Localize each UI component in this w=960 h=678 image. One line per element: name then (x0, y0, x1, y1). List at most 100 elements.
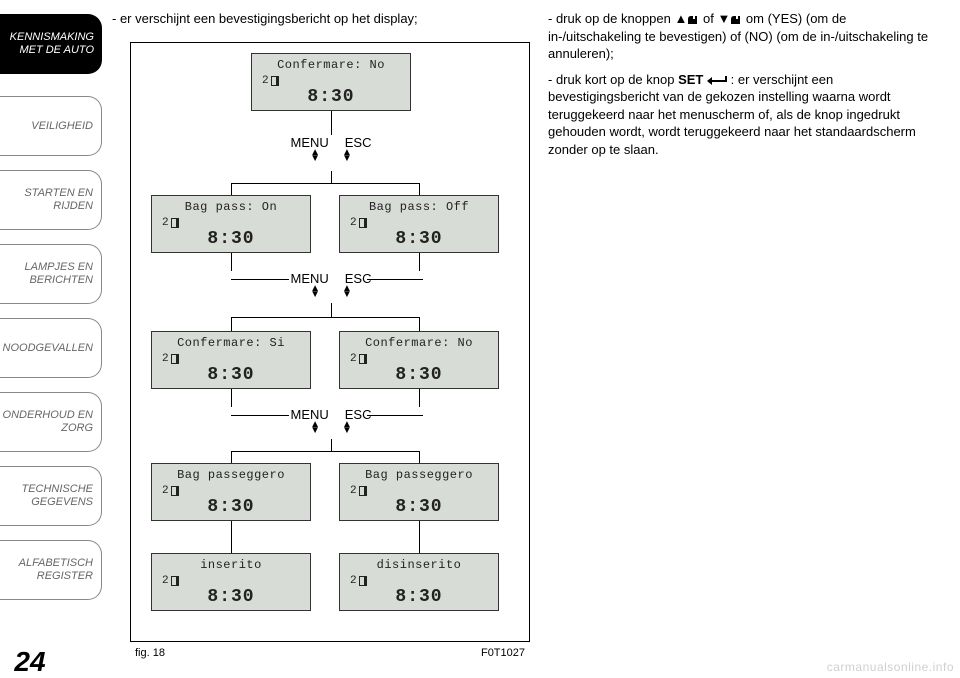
connector-line (419, 253, 420, 271)
sidebar-tab-6[interactable]: TECHNISCHE GEGEVENS (0, 466, 102, 526)
arrow-pair-icon: ▲▼ (310, 286, 320, 297)
menu-esc-arrows: ▲▼ ▲▼ (231, 150, 431, 161)
lcd-row4_right: Bag passeggero 2 8:30 (339, 463, 499, 521)
diagram: Confermare: No2 8:30Bag pass: On2 8:30Ba… (131, 43, 529, 641)
door-icon (171, 576, 179, 586)
arrow-pair-icon: ▲▼ (342, 150, 352, 161)
connector-line (419, 317, 420, 331)
lcd-line2: 2 (162, 217, 179, 229)
lcd-time: 8:30 (152, 497, 310, 517)
connector-line (419, 183, 420, 195)
figure-code: F0T1027 (481, 647, 525, 659)
right-paragraph-1: - druk op de knoppen ▲ of ▼ om (YES) (om… (548, 10, 940, 63)
lcd-line2: 2 (350, 575, 367, 587)
sidebar: KENNISMAKING MET DE AUTO VEILIGHEID STARTE… (0, 0, 102, 660)
lcd-time: 8:30 (152, 587, 310, 607)
menu-esc-arrows: ▲▼ ▲▼ (231, 422, 431, 433)
lcd-line1: Bag passeggero (340, 468, 498, 482)
menu-esc-row: MENUESC (231, 407, 431, 422)
door-icon (271, 76, 279, 86)
lcd-line1: Bag pass: Off (340, 200, 498, 214)
connector-line (331, 111, 332, 135)
door-icon (171, 486, 179, 496)
figure-caption: fig. 18 F0T1027 (131, 647, 529, 659)
lcd-time: 8:30 (340, 497, 498, 517)
connector-line (231, 317, 419, 318)
connector-line (419, 521, 420, 553)
connector-line (419, 451, 420, 463)
lcd-line1: inserito (152, 558, 310, 572)
lcd-line1: Bag passeggero (152, 468, 310, 482)
sidebar-tab-0[interactable]: KENNISMAKING MET DE AUTO (0, 14, 102, 74)
arrow-up-icon: ▲ (674, 11, 699, 26)
arrow-pair-icon: ▲▼ (310, 150, 320, 161)
menu-esc-arrows: ▲▼ ▲▼ (231, 286, 431, 297)
lcd-row3_left: Confermare: Si 2 8:30 (151, 331, 311, 389)
lcd-time: 8:30 (252, 87, 410, 107)
lcd-top: Confermare: No 2 8:30 (251, 53, 411, 111)
menu-esc-row: MENUESC (231, 271, 431, 286)
arrow-pair-icon: ▲▼ (342, 422, 352, 433)
figure-number: fig. 18 (135, 647, 165, 659)
lcd-line2: 2 (350, 217, 367, 229)
lcd-line1: Confermare: No (340, 336, 498, 350)
lcd-row3_right: Confermare: No 2 8:30 (339, 331, 499, 389)
page-number: 24 (0, 646, 60, 678)
lcd-row4_left: Bag passeggero 2 8:30 (151, 463, 311, 521)
return-icon (703, 72, 727, 87)
arrow-down-icon: ▼ (717, 11, 742, 26)
lcd-time: 8:30 (152, 229, 310, 249)
connector-line (231, 389, 232, 407)
lcd-line2: 2 (350, 353, 367, 365)
lcd-line2: 2 (350, 485, 367, 497)
door-icon (171, 218, 179, 228)
connector-line (331, 439, 332, 451)
lcd-time: 8:30 (340, 229, 498, 249)
connector-line (231, 451, 232, 463)
left-column: - er verschijnt een bevestigingsbericht … (112, 10, 530, 36)
connector-line (231, 253, 232, 271)
lcd-time: 8:30 (340, 365, 498, 385)
left-paragraph: - er verschijnt een bevestigingsbericht … (112, 10, 530, 28)
lcd-line2: 2 (162, 485, 179, 497)
lcd-row2_left: Bag pass: On 2 8:30 (151, 195, 311, 253)
watermark: carmanualsonline.info (827, 660, 954, 674)
arrow-pair-icon: ▲▼ (342, 286, 352, 297)
door-icon (359, 218, 367, 228)
connector-line (231, 183, 232, 195)
lcd-line1: disinserito (340, 558, 498, 572)
door-icon (359, 354, 367, 364)
right-column: - druk op de knoppen ▲ of ▼ om (YES) (om… (548, 10, 940, 166)
diagram-frame: Confermare: No2 8:30Bag pass: On2 8:30Ba… (130, 42, 530, 642)
menu-esc-row: MENUESC (231, 135, 431, 150)
connector-line (231, 521, 232, 553)
connector-line (231, 451, 419, 452)
sidebar-tab-4[interactable]: NOODGEVALLEN (0, 318, 102, 378)
connector-line (419, 389, 420, 407)
lcd-time: 8:30 (340, 587, 498, 607)
page: KENNISMAKING MET DE AUTO VEILIGHEID STARTE… (0, 0, 960, 678)
lcd-row5_right: disinserito 2 8:30 (339, 553, 499, 611)
set-label: SET (678, 72, 703, 87)
sidebar-tab-5[interactable]: ONDERHOUD EN ZORG (0, 392, 102, 452)
door-icon (171, 354, 179, 364)
right-paragraph-2: - druk kort op de knop SET : er verschij… (548, 71, 940, 159)
lcd-line1: Bag pass: On (152, 200, 310, 214)
sidebar-tab-3[interactable]: LAMPJES EN BERICHTEN (0, 244, 102, 304)
sidebar-tab-1[interactable]: VEILIGHEID (0, 96, 102, 156)
lcd-time: 8:30 (152, 365, 310, 385)
lcd-line2: 2 (162, 353, 179, 365)
lcd-line2: 2 (262, 75, 279, 87)
door-icon (359, 486, 367, 496)
connector-line (331, 303, 332, 317)
lcd-line1: Confermare: Si (152, 336, 310, 350)
sidebar-tab-7[interactable]: ALFABETISCH REGISTER (0, 540, 102, 600)
connector-line (231, 183, 419, 184)
lcd-line1: Confermare: No (252, 58, 410, 72)
lcd-row2_right: Bag pass: Off 2 8:30 (339, 195, 499, 253)
door-icon (359, 576, 367, 586)
sidebar-tab-2[interactable]: STARTEN EN RIJDEN (0, 170, 102, 230)
lcd-line2: 2 (162, 575, 179, 587)
connector-line (331, 171, 332, 183)
arrow-pair-icon: ▲▼ (310, 422, 320, 433)
